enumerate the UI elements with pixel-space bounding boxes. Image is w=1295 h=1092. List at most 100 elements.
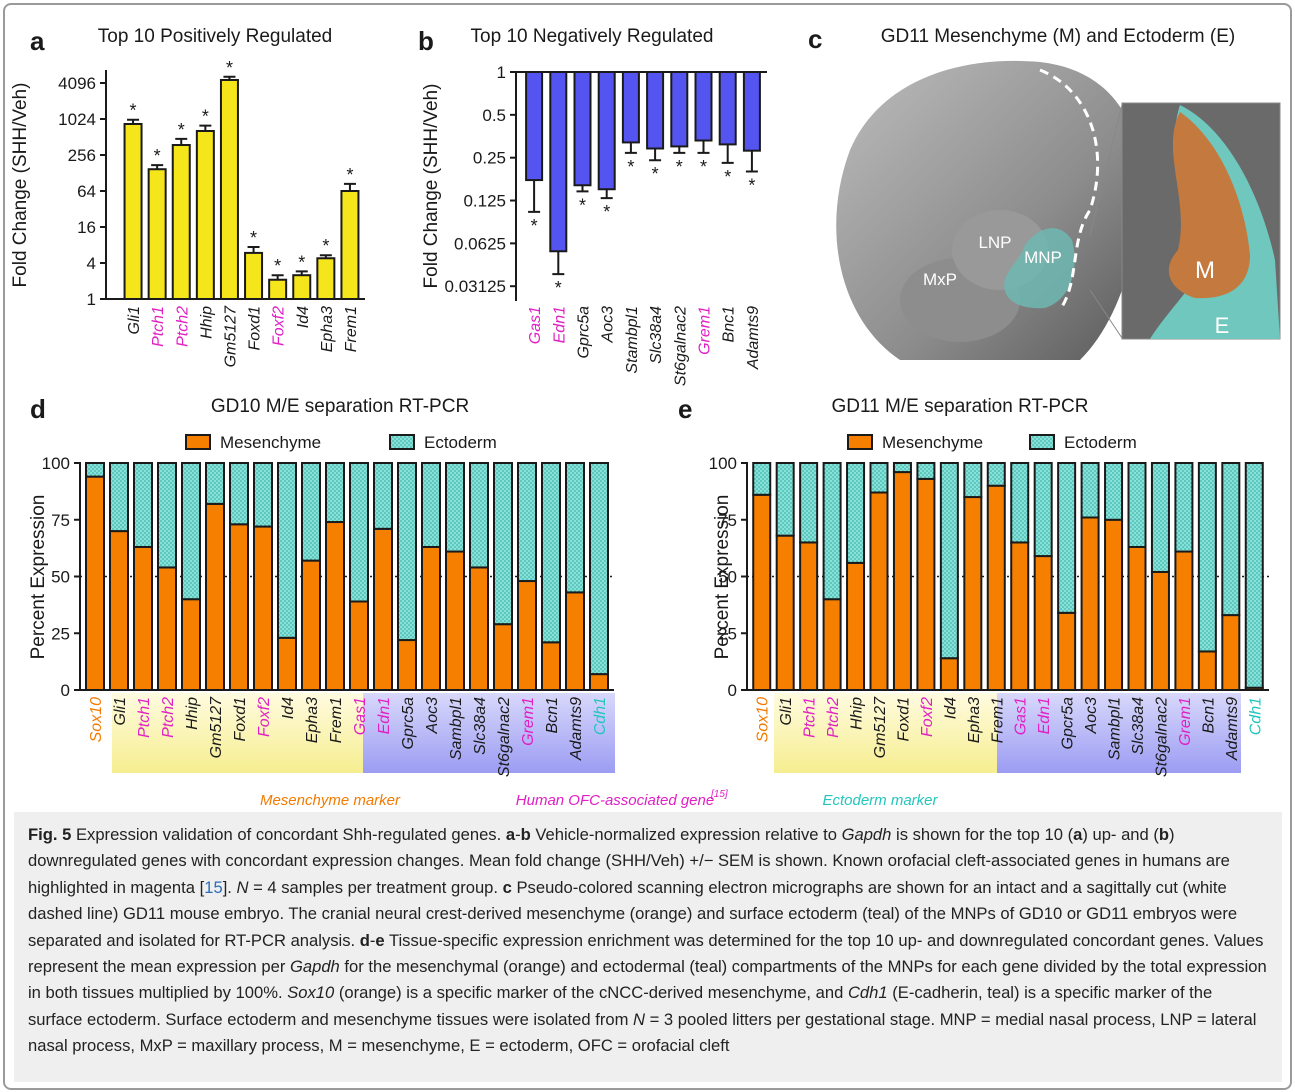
- bar-segment: [894, 472, 911, 690]
- y-tick-label: 50: [718, 568, 737, 587]
- caption-text: Sox10: [287, 983, 334, 1002]
- y-tick-label: 100: [709, 454, 737, 473]
- caption-text: Gapdh: [290, 957, 340, 976]
- bar: [526, 72, 542, 180]
- legend-label: Ectoderm: [424, 433, 497, 452]
- bar: [269, 280, 286, 299]
- y-tick-label: 1024: [58, 110, 96, 129]
- bar-segment: [1035, 463, 1052, 556]
- x-tick-label: Slc38a4: [648, 306, 665, 364]
- panel-letter: c: [808, 24, 822, 54]
- bar-segment: [1152, 463, 1169, 572]
- y-tick-label: 0: [728, 681, 737, 700]
- x-tick-label: Hhip: [849, 697, 866, 730]
- bar-segment: [1035, 556, 1052, 690]
- bar-segment: [1175, 463, 1192, 552]
- x-tick-label: Id4: [942, 697, 959, 719]
- bar: [623, 72, 639, 142]
- significance: *: [627, 157, 634, 177]
- x-tick-label: Gm5127: [208, 696, 225, 758]
- significance: *: [226, 58, 233, 78]
- y-tick-label: 0.125: [463, 192, 506, 211]
- x-tick-label: Adamts9: [745, 306, 762, 370]
- bar-segment: [326, 522, 344, 690]
- bar: [341, 191, 358, 299]
- bar-segment: [753, 495, 770, 690]
- x-tick-label: Bcn1: [1200, 697, 1217, 733]
- y-tick-label: 4: [87, 254, 96, 273]
- legend-label: Mesenchyme: [882, 433, 983, 452]
- panel-letter: a: [30, 26, 45, 56]
- significance: *: [603, 202, 610, 222]
- x-tick-label: Grem1: [697, 306, 714, 355]
- bar-segment: [1058, 613, 1075, 690]
- x-tick-label: Aoc3: [600, 306, 617, 344]
- significance: *: [202, 107, 209, 127]
- x-tick-label: Gm5127: [222, 305, 239, 367]
- x-tick-label: Hhip: [184, 697, 201, 730]
- panel-title: GD11 Mesenchyme (M) and Ectoderm (E): [881, 26, 1235, 47]
- x-tick-label: Slc38a4: [472, 697, 489, 755]
- bar-segment: [1082, 517, 1099, 690]
- bar-segment: [964, 463, 981, 497]
- significance: *: [531, 216, 538, 236]
- legend-label: Mesenchyme: [220, 433, 321, 452]
- bar: [720, 72, 736, 144]
- x-tick-label: Foxf2: [256, 697, 273, 737]
- x-tick-label: Hhip: [198, 306, 215, 339]
- x-tick-label: Frem1: [328, 697, 345, 743]
- bar-segment: [518, 463, 536, 581]
- caption-text: e: [375, 931, 384, 950]
- marker-legend: Ectoderm marker: [822, 792, 938, 809]
- panel-letter: d: [30, 394, 46, 424]
- region-label: MNP: [1024, 248, 1062, 267]
- error-bar: [625, 142, 637, 153]
- x-tick-label: Aoc3: [424, 697, 441, 735]
- bar-segment: [941, 658, 958, 690]
- bar-segment: [302, 561, 320, 690]
- x-tick-label: Sambpl1: [1107, 697, 1124, 760]
- bar: [696, 72, 712, 141]
- error-bar: [344, 184, 356, 191]
- error-bar: [722, 144, 734, 162]
- y-tick-label: 1: [87, 290, 96, 309]
- bar-segment: [278, 463, 296, 638]
- caption-text: Cdh1: [848, 983, 888, 1002]
- marker-legend: Human OFC-associated gene: [516, 792, 714, 809]
- x-tick-label: Bnc1: [721, 306, 738, 342]
- x-tick-label: Ptch2: [174, 306, 191, 347]
- error-bar: [528, 180, 540, 212]
- x-tick-label: Stambpl1: [624, 306, 641, 374]
- bar-segment: [590, 674, 608, 690]
- x-tick-label: Ptch2: [160, 697, 177, 738]
- bar-segment: [182, 463, 200, 599]
- x-tick-label: Cdh1: [592, 697, 609, 735]
- bar-segment: [1222, 615, 1239, 690]
- bar-segment: [302, 463, 320, 561]
- page: MxP LNP MNP M E c GD11 Mesenchyme (M) an…: [0, 0, 1295, 1092]
- bar-segment: [230, 524, 248, 690]
- bar-segment: [1129, 463, 1146, 547]
- bar-segment: [824, 599, 841, 690]
- y-tick-label: 100: [42, 454, 70, 473]
- marker-legend-ref: [15]: [710, 789, 728, 800]
- y-tick-label: 0.25: [473, 149, 506, 168]
- bar-segment: [470, 567, 488, 690]
- caption-ref[interactable]: 15: [204, 878, 222, 897]
- x-tick-label: Gpcr5a: [1060, 697, 1077, 750]
- legend-swatch: [186, 435, 210, 449]
- bar-segment: [800, 463, 817, 542]
- bar-segment: [753, 463, 770, 495]
- bar-segment: [494, 463, 512, 624]
- bar-segment: [422, 463, 440, 547]
- x-tick-label: Frem1: [343, 306, 360, 352]
- x-tick-label: Ptch1: [136, 697, 153, 738]
- x-tick-label: Sox10: [88, 697, 105, 742]
- x-tick-label: Gli1: [126, 306, 143, 334]
- y-tick-label: 0.0625: [454, 234, 506, 253]
- bar-segment: [590, 463, 608, 674]
- x-tick-label: St6galnac2: [1153, 697, 1170, 777]
- region-label: E: [1215, 313, 1230, 338]
- x-tick-label: Edn1: [551, 306, 568, 343]
- x-tick-label: Sambpl1: [448, 697, 465, 760]
